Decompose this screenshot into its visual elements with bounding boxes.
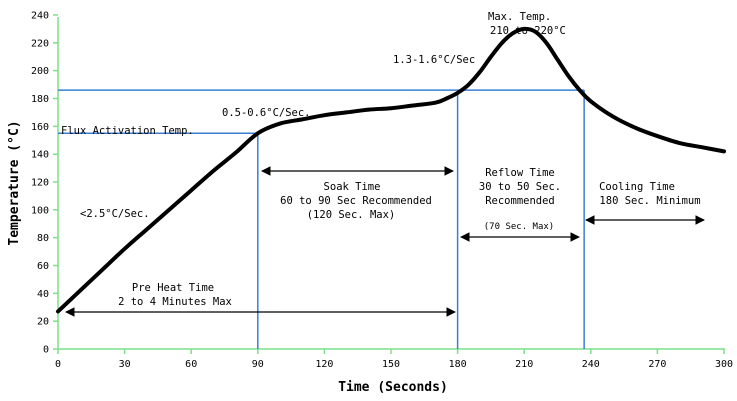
y-tick-label: 100 bbox=[31, 205, 49, 216]
annotation-rate-preheat: <2.5°C/Sec. bbox=[80, 208, 150, 220]
annotation-max-temp-range: 210 to 220°C bbox=[490, 25, 566, 37]
y-tick-label: 200 bbox=[31, 66, 49, 77]
annotation-preheat-range: 2 to 4 Minutes Max bbox=[118, 296, 232, 308]
x-tick-label: 210 bbox=[515, 359, 533, 370]
y-tick-label: 20 bbox=[37, 317, 49, 328]
annotation-preheat-time: Pre Heat Time bbox=[132, 282, 214, 294]
y-tick-label: 160 bbox=[31, 122, 49, 133]
annotation-reflow-recommended: Recommended bbox=[485, 195, 555, 207]
series-line bbox=[56, 26, 726, 314]
annotation-flux-activation: Flux Activation Temp. bbox=[61, 125, 194, 137]
annotation-max-temp: Max. Temp. bbox=[488, 11, 551, 23]
annotation-reflow-range: 30 to 50 Sec. bbox=[479, 181, 561, 193]
annotation-cooling-time: Cooling Time bbox=[599, 181, 675, 193]
y-tick-label: 80 bbox=[37, 233, 49, 244]
y-tick-label: 220 bbox=[31, 38, 49, 49]
x-axis-title: Time (Seconds) bbox=[338, 380, 448, 395]
annotation-reflow-max: (70 Sec. Max) bbox=[484, 222, 554, 232]
y-tick-label: 240 bbox=[31, 11, 49, 22]
x-tick-label: 240 bbox=[582, 359, 600, 370]
y-axis-title: Temperature (°C) bbox=[7, 120, 22, 245]
x-tick-label: 90 bbox=[252, 359, 264, 370]
y-tick-label: 120 bbox=[31, 178, 49, 189]
x-tick-label: 180 bbox=[449, 359, 467, 370]
annotation-rate-reflow: 1.3-1.6°C/Sec bbox=[393, 54, 475, 66]
x-tick-label: 270 bbox=[648, 359, 666, 370]
y-ticks: 0 20 40 60 80 100 120 140 160 180 200 220 240 bbox=[31, 11, 58, 356]
annotation-soak-time: Soak Time bbox=[324, 181, 381, 193]
annotation-cooling-minimum: 180 Sec. Minimum bbox=[599, 195, 700, 207]
x-tick-label: 30 bbox=[119, 359, 131, 370]
x-tick-label: 120 bbox=[315, 359, 333, 370]
x-tick-label: 150 bbox=[382, 359, 400, 370]
annotation-rate-soak: 0.5-0.6°C/Sec. bbox=[222, 107, 311, 119]
x-ticks: 0 30 60 90 120 150 180 210 240 270 300 bbox=[55, 349, 733, 370]
x-tick-label: 60 bbox=[185, 359, 197, 370]
annotation-soak-recommended: 60 to 90 Sec Recommended bbox=[280, 195, 432, 207]
x-tick-label: 0 bbox=[55, 359, 61, 370]
annotation-reflow-time: Reflow Time bbox=[485, 167, 555, 179]
y-tick-label: 140 bbox=[31, 150, 49, 161]
y-tick-label: 60 bbox=[37, 261, 49, 272]
y-tick-label: 180 bbox=[31, 94, 49, 105]
y-tick-label: 40 bbox=[37, 289, 49, 300]
x-tick-label: 300 bbox=[715, 359, 733, 370]
annotation-soak-max: (120 Sec. Max) bbox=[307, 209, 396, 221]
y-tick-label: 0 bbox=[43, 345, 49, 356]
